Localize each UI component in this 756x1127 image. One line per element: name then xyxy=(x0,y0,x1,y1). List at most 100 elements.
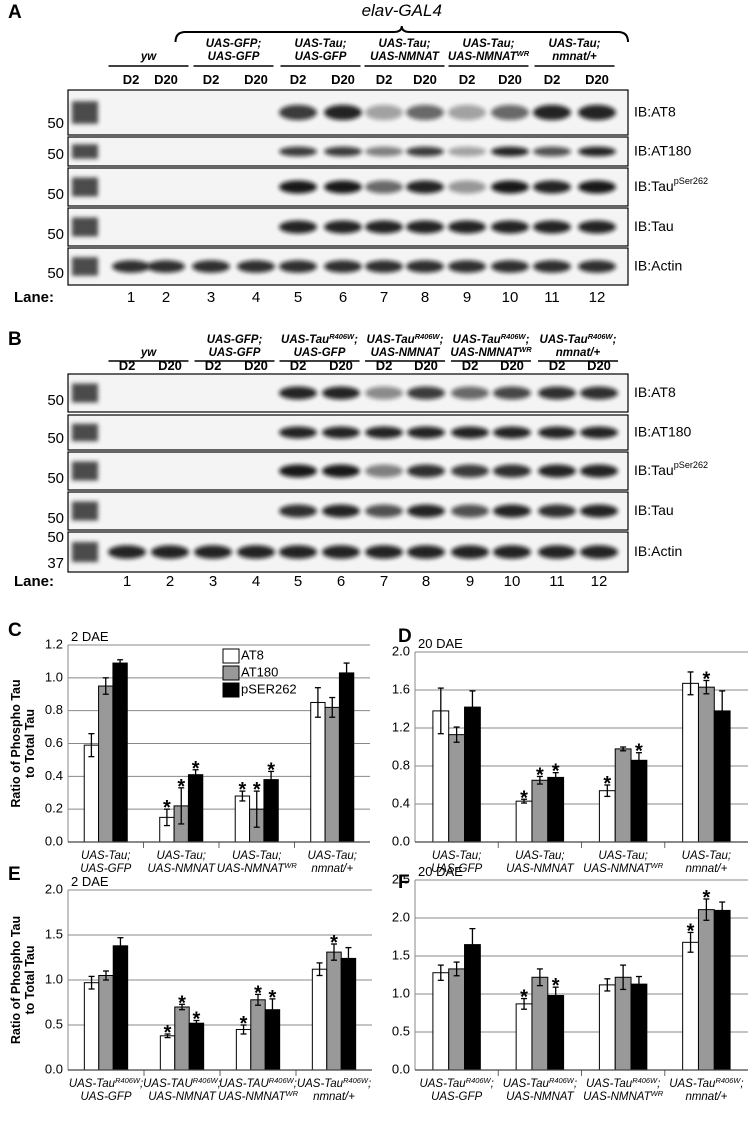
legend-label: pSER262 xyxy=(241,681,297,696)
band xyxy=(448,104,486,121)
bar xyxy=(174,1006,190,1071)
mw-marker: 50 xyxy=(47,186,64,203)
bar xyxy=(112,662,128,843)
significance: * xyxy=(164,1022,172,1044)
superscript: R406W xyxy=(549,1076,575,1085)
lane-number: 11 xyxy=(549,573,565,590)
timepoint: D20 xyxy=(154,72,178,87)
lane-number: 3 xyxy=(209,573,217,590)
text-part: UAS-Tau xyxy=(540,334,588,346)
bar xyxy=(598,790,616,843)
group-label: UAS-NMNAT xyxy=(370,51,440,63)
text-part: UAS-NMNAT xyxy=(583,863,651,875)
band xyxy=(406,146,444,157)
band xyxy=(237,260,275,273)
band xyxy=(365,260,403,273)
x-tick-label: UAS-NMNAT xyxy=(506,1091,574,1103)
band xyxy=(407,464,445,478)
band xyxy=(448,220,486,234)
x-tick-label: UAS-Tau; xyxy=(515,850,564,862)
timepoint: D2 xyxy=(290,358,307,373)
ladder xyxy=(72,217,98,237)
band xyxy=(279,504,317,518)
timepoint: D20 xyxy=(331,72,355,87)
text-part: ; xyxy=(526,334,530,346)
bar xyxy=(310,701,326,843)
text-part: UAS-Tau xyxy=(453,334,501,346)
bar xyxy=(324,706,340,843)
y-tick-label: 0.0 xyxy=(45,1061,63,1076)
timepoint: D2 xyxy=(459,72,476,87)
brace xyxy=(174,25,629,43)
band xyxy=(580,545,618,559)
text-part: UAS-GFP xyxy=(431,1091,482,1103)
panel-letter: A xyxy=(8,2,22,23)
superscript: pSer262 xyxy=(674,460,708,470)
group-label: UAS-TauR406W; xyxy=(367,332,444,347)
x-tick-label: UAS-GFP xyxy=(80,1091,131,1103)
lane-number: 4 xyxy=(252,573,260,590)
band xyxy=(324,146,362,157)
x-tick-label: UAS-NMNATWR xyxy=(583,861,664,876)
text-part: UAS-Tau; xyxy=(463,38,515,50)
mw-marker: 50 xyxy=(47,510,64,527)
x-tick-label: UAS-TauR406W; xyxy=(69,1076,143,1091)
band xyxy=(279,545,317,559)
band xyxy=(365,504,403,518)
y-tick-label: 1.2 xyxy=(392,719,410,734)
ib-label: IB:TaupSer262 xyxy=(634,460,708,477)
legend-label: AT8 xyxy=(241,647,264,662)
text-part: UAS-Tau; xyxy=(308,850,357,862)
text-part: UAS-Tau; xyxy=(549,38,601,50)
x-tick-label: nmnat/+ xyxy=(685,1091,727,1103)
significance: * xyxy=(178,992,186,1014)
error-bar xyxy=(117,659,124,667)
error-bar xyxy=(552,986,559,1005)
lane-number: 10 xyxy=(502,289,519,306)
bar xyxy=(187,774,204,843)
error-bar xyxy=(635,752,642,769)
bar xyxy=(697,686,715,843)
bar xyxy=(234,795,251,843)
text-part: ; xyxy=(740,1078,743,1090)
bar xyxy=(531,976,549,1071)
mw-marker: 50 xyxy=(47,529,64,546)
band xyxy=(407,426,445,439)
chart-title: 2 DAE xyxy=(71,874,109,889)
band xyxy=(448,180,486,194)
error-bar xyxy=(345,946,352,970)
superscript: R406W xyxy=(343,1076,369,1085)
significance: * xyxy=(254,982,262,1004)
band xyxy=(151,545,189,559)
text-part: IB:Tau xyxy=(634,502,674,518)
error-bar xyxy=(521,997,528,1010)
band xyxy=(322,504,360,518)
text-part: UAS-GFP; xyxy=(206,38,262,50)
band xyxy=(448,260,486,273)
bar xyxy=(547,776,565,843)
error-bar xyxy=(268,770,275,789)
y-tick-label: 1.0 xyxy=(392,985,410,1000)
superscript: R406W xyxy=(269,1076,295,1085)
bar xyxy=(340,957,357,1071)
mw-marker: 50 xyxy=(47,265,64,282)
band xyxy=(580,426,618,439)
bar xyxy=(464,706,481,843)
lane-number: 9 xyxy=(466,573,474,590)
error-bar xyxy=(687,931,694,953)
band xyxy=(538,504,576,518)
error-bar xyxy=(240,1024,247,1035)
group-label: UAS-TauR406W; xyxy=(281,332,358,347)
lane-number: 1 xyxy=(127,289,135,306)
error-bar xyxy=(453,961,460,977)
text-part: UAS-NMNAT xyxy=(147,863,215,875)
ladder xyxy=(72,177,98,197)
bar xyxy=(263,779,279,843)
timepoint: D2 xyxy=(549,358,566,373)
mw-marker: 50 xyxy=(47,392,64,409)
group-label: nmnat/+ xyxy=(556,347,601,359)
text-part: nmnat/+ xyxy=(685,1091,727,1103)
error-bar xyxy=(117,937,124,955)
